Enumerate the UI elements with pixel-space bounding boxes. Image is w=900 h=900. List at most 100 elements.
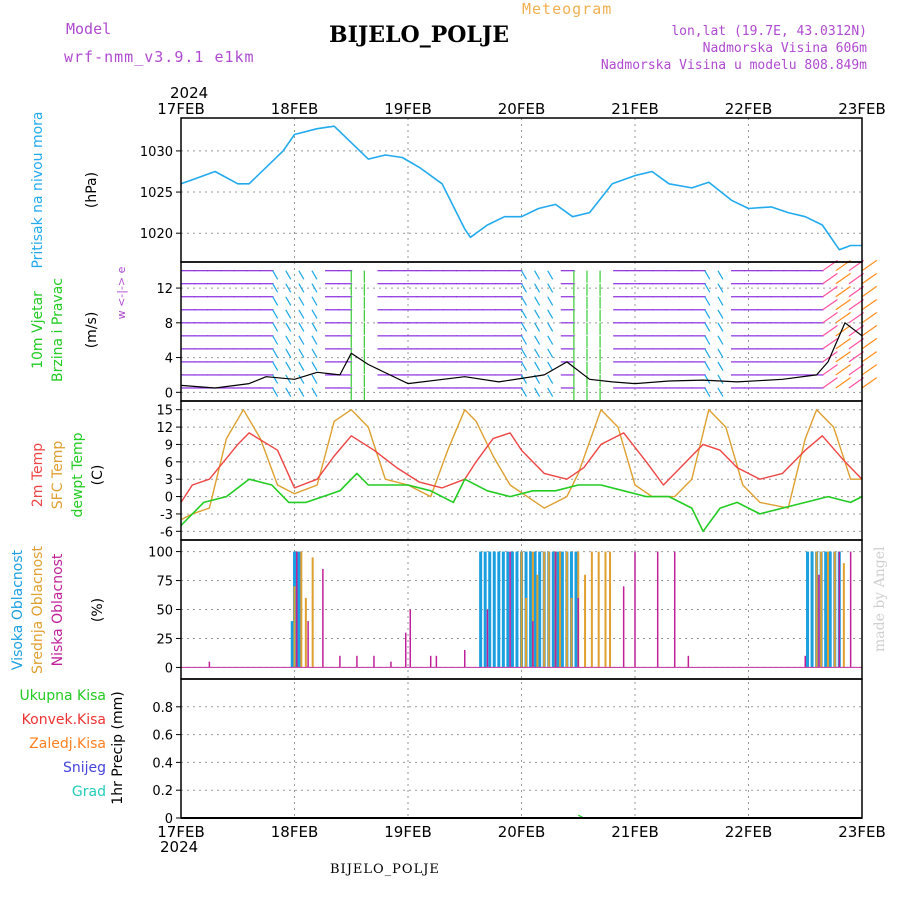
cloud-bar-visoka (506, 551, 510, 668)
wind-arrow (547, 283, 554, 293)
wind-arrow (311, 309, 318, 319)
wind-arrow (704, 296, 711, 306)
wind-arrow (534, 309, 541, 319)
elevation-label: Nadmorska Visina 606m (702, 41, 867, 56)
x-tick-label-bottom: 17FEB (157, 823, 204, 841)
wind-arrow (298, 270, 305, 280)
cloud-bar-niska (486, 609, 489, 668)
wind-arrow (822, 311, 838, 324)
wind-arrow (835, 377, 851, 389)
cloud-bar-niska (673, 551, 676, 668)
cloud-bar-niska (339, 655, 341, 668)
cloud-bar-niska (622, 586, 625, 668)
cloud-bar-visoka (492, 551, 496, 668)
pressure-yunit: (hPa) (84, 172, 100, 208)
wind-arrow (704, 322, 711, 332)
dewpt-ylabel: dewpt Temp (70, 432, 86, 517)
cloud-bar-visoka (556, 551, 560, 668)
wind-arrow (285, 296, 292, 306)
y-tick-label: 6 (165, 456, 173, 471)
temp2m-line (180, 432, 863, 503)
wind-arrow (835, 298, 851, 311)
wind-arrow (717, 322, 724, 332)
wind-arrow (534, 296, 541, 306)
cloud-bar-niska (818, 574, 820, 668)
wind-arrow (861, 338, 878, 350)
cloud-bar-srednja (597, 551, 600, 668)
wind-arrow (717, 374, 724, 384)
wind-arrow (534, 348, 541, 358)
grid-layer (181, 118, 862, 819)
cloud-bar-niska (208, 661, 211, 668)
x-tick-label-top: 17FEB (157, 100, 204, 118)
model-label: Model (66, 20, 112, 38)
cloud-bar-srednja (820, 551, 823, 668)
wind-arrow (520, 296, 528, 306)
y-tick-label: 100 (148, 546, 173, 561)
cloud-bar-niska (634, 551, 636, 668)
wind-arrow (311, 387, 318, 397)
wind-arrow (311, 348, 318, 358)
wind-arrow (848, 298, 864, 311)
cloud-bar-niska (509, 551, 511, 668)
wind-arrow (272, 296, 279, 306)
cloud-bar-visoka (574, 551, 578, 668)
wind-arrow (861, 377, 878, 389)
cloud-bar-visoka (488, 551, 492, 668)
wind-ylabel2: Brzina i Pravac (50, 278, 66, 382)
cloud-bar-visoka (529, 551, 533, 668)
temp-yunit: (C) (90, 465, 106, 486)
wind-arrow (848, 364, 864, 376)
wind-arrow (547, 309, 554, 319)
x-tick-label-top: 23FEB (838, 100, 885, 118)
wind-arrow (822, 298, 838, 311)
wind-arrow (285, 361, 292, 371)
cloud-bar-visoka (538, 551, 542, 668)
wind-arrow (835, 311, 851, 324)
cloud-bar-niska (356, 655, 358, 668)
y-tick-label: 3 (165, 473, 173, 488)
model-name: wrf-nmm_v3.9.1 e1km (64, 48, 255, 66)
cloud-bar-srednja (609, 551, 612, 668)
y-tick-label: 15 (156, 404, 173, 419)
cloud-bar-niska (838, 551, 841, 668)
low-cloud-ylabel: Niska Oblacnost (50, 553, 66, 666)
cloud-bar-visoka (533, 551, 537, 668)
wind-arrow (547, 335, 554, 345)
wind-arrow (547, 270, 554, 280)
cloud-bar-visoka (497, 551, 501, 668)
wind-arrow (848, 351, 864, 363)
cloud-bar-niska (296, 551, 298, 668)
wind-arrow (520, 335, 528, 345)
wind-arrow (704, 270, 711, 280)
x-tick-label-top: 19FEB (384, 100, 431, 118)
wind-arrow (311, 270, 318, 280)
y-tick-label: 9 (165, 438, 173, 453)
wind-arrow (861, 272, 878, 285)
wind-arrow (285, 322, 292, 332)
wind-arrow (861, 351, 878, 363)
wind-arrow (717, 270, 724, 280)
wind-arrow (298, 283, 305, 293)
wind-arrow (298, 361, 305, 371)
wind-arrow (717, 387, 724, 397)
cloud-bar-visoka (501, 551, 505, 668)
wind-arrow (534, 387, 541, 397)
cloud-bar-niska (464, 650, 466, 668)
temp2m-ylabel: 2m Temp (30, 443, 46, 507)
cloud-bar-niska (390, 661, 392, 668)
lonlat-label: lon,lat (19.7E, 43.0312N) (671, 24, 867, 39)
wind-arrow (534, 361, 541, 371)
wind-arrow (717, 361, 724, 371)
wind-arrow (704, 348, 711, 358)
dewpt-line (180, 472, 863, 533)
wind-arrow (272, 322, 279, 332)
compass-label: w <-|-> e (115, 266, 128, 319)
wind-arrow (822, 364, 838, 376)
wind-arrow (285, 335, 292, 345)
cloud-bar-srednja (547, 551, 550, 668)
wind-arrow (835, 364, 851, 376)
y-tick-label: 1025 (140, 186, 173, 201)
wind-arrow (520, 374, 528, 384)
y-tick-label: 4 (165, 352, 173, 367)
